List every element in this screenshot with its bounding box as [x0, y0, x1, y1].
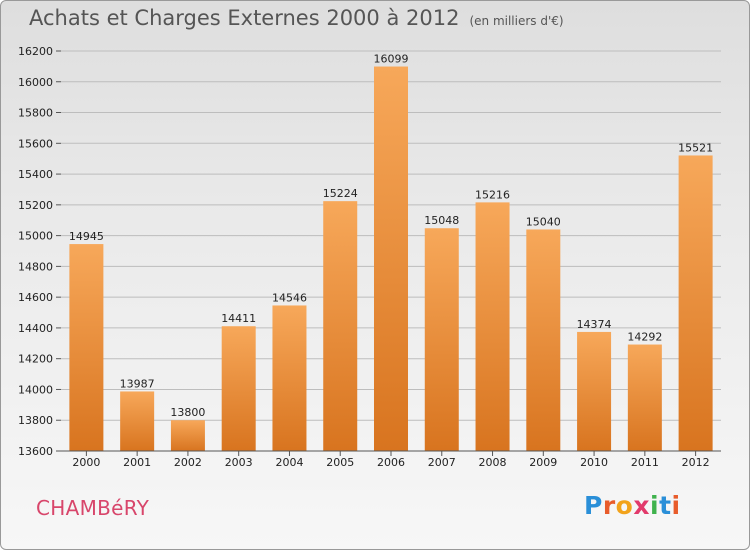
- y-axis-ticks: 13600 13800 14000 14200 14400 14600 14800 15000…: [18, 45, 61, 458]
- y-tick-label: 16200: [18, 45, 53, 58]
- value-label: 15521: [678, 141, 713, 154]
- bar: [526, 229, 561, 451]
- value-labels: 14945 13987 13800 14411 14546 15224 16099 15048…: [69, 53, 713, 420]
- value-label: 14411: [221, 312, 256, 325]
- logo-letter: i: [650, 491, 660, 520]
- x-tick-label: 2001: [123, 456, 151, 469]
- bar: [475, 202, 510, 451]
- y-tick-label: 15600: [18, 137, 53, 150]
- bar: [627, 344, 662, 451]
- y-tick-label: 13600: [18, 445, 53, 458]
- bar: [170, 420, 205, 451]
- y-tick-label: 15200: [18, 199, 53, 212]
- value-label: 14374: [577, 318, 612, 331]
- logo-letter: i: [671, 491, 681, 520]
- x-tick-label: 2006: [377, 456, 405, 469]
- value-label: 14945: [69, 230, 104, 243]
- x-tick-label: 2011: [631, 456, 659, 469]
- value-label: 14292: [627, 331, 662, 344]
- proxiti-logo: Proxiti: [584, 491, 681, 520]
- y-tick-label: 14800: [18, 260, 53, 273]
- value-label: 15040: [526, 215, 561, 228]
- bars: [69, 66, 713, 452]
- x-tick-label: 2012: [682, 456, 710, 469]
- x-tick-label: 2008: [479, 456, 507, 469]
- x-tick-label: 2007: [428, 456, 456, 469]
- value-label: 15224: [323, 187, 358, 200]
- x-tick-label: 2003: [225, 456, 253, 469]
- y-tick-label: 15800: [18, 107, 53, 120]
- y-tick-label: 14600: [18, 291, 53, 304]
- bar: [678, 155, 713, 451]
- value-label: 16099: [374, 53, 409, 66]
- y-tick-label: 15400: [18, 168, 53, 181]
- chart-title: Achats et Charges Externes 2000 à 2012 (e…: [29, 6, 564, 30]
- city-name: CHAMBéRY: [36, 496, 150, 520]
- value-label: 13800: [170, 406, 205, 419]
- y-tick-label: 14200: [18, 353, 53, 366]
- bar: [577, 331, 612, 451]
- x-axis-ticks: 2000 2001 2002 2003 2004 2005 2006 2007 2008 2009…: [72, 451, 710, 469]
- bar: [221, 326, 256, 451]
- bar: [120, 391, 155, 451]
- y-tick-label: 14400: [18, 322, 53, 335]
- logo-letter: r: [602, 491, 616, 520]
- bar: [374, 66, 408, 452]
- logo-letter: o: [615, 491, 634, 520]
- x-tick-label: 2000: [72, 456, 100, 469]
- x-tick-label: 2002: [174, 456, 202, 469]
- value-label: 15216: [475, 188, 510, 201]
- bar: [69, 244, 104, 451]
- y-tick-label: 13800: [18, 414, 53, 427]
- y-tick-label: 15000: [18, 230, 53, 243]
- value-label: 13987: [120, 377, 155, 390]
- value-label: 15048: [424, 214, 459, 227]
- chart-title-text: Achats et Charges Externes 2000 à 2012: [29, 6, 460, 30]
- bar: [272, 305, 307, 451]
- y-tick-label: 16000: [18, 76, 53, 89]
- bar: [323, 201, 358, 451]
- logo-letter: t: [659, 491, 672, 520]
- x-tick-label: 2009: [529, 456, 557, 469]
- logo-letter: P: [584, 491, 603, 520]
- chart-unit: (en milliers d'€): [469, 14, 564, 28]
- x-tick-label: 2010: [580, 456, 608, 469]
- x-tick-label: 2004: [275, 456, 303, 469]
- x-tick-label: 2005: [326, 456, 354, 469]
- logo-letter: x: [633, 491, 650, 520]
- value-label: 14546: [272, 291, 307, 304]
- y-tick-label: 14000: [18, 383, 53, 396]
- bar: [424, 228, 459, 451]
